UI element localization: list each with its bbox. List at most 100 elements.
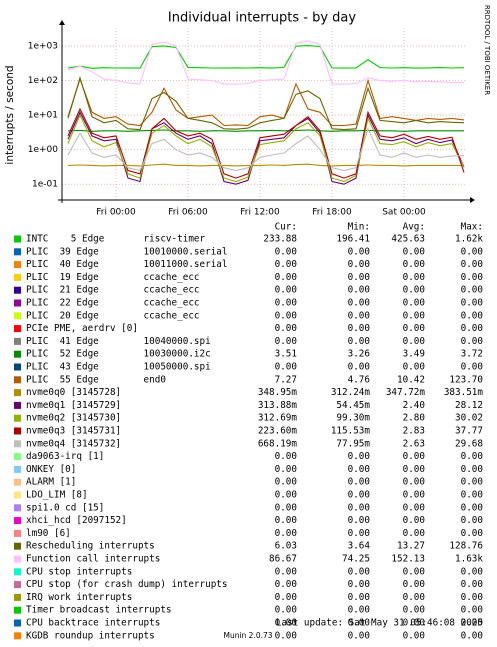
last-update: Last update: Sat May 31 05:46:08 2025 [276,618,483,629]
legend-swatch [14,312,21,320]
y-tick-label: 1e+01 [28,111,58,121]
legend-max: 0.00 [461,246,483,257]
legend-max: 0.00 [461,323,483,334]
legend-name: nvme0q3 [3145731] [26,426,121,437]
legend-swatch [14,619,21,627]
legend-max: 0.00 [461,310,483,321]
legend-name: CPU stop interrupts [26,566,132,577]
legend-avg: 425.63 [391,234,425,245]
legend-cur: 0.00 [275,272,297,283]
legend-swatch [14,363,21,371]
legend-max: 37.77 [455,426,483,437]
series-line [67,45,465,69]
y-tick-label: 1e+03 [28,41,58,51]
legend-cur: 668.19m [258,438,298,449]
legend-swatch [14,440,21,448]
legend-name: PLIC 43 Edge 10050000.spi [26,362,211,373]
legend-min: 0.00 [348,490,370,501]
legend-min: 0.00 [348,502,370,513]
legend-min: 0.00 [348,285,370,296]
legend-swatch [14,235,21,243]
legend-avg: 347.72m [386,387,426,398]
legend-avg: 13.27 [397,541,425,552]
legend-swatch [14,376,21,384]
legend-cur: 0.00 [275,336,297,347]
x-tick-label: Fri 12:00 [240,208,280,218]
legend-min: 196.41 [336,234,370,245]
legend-avg: 0.00 [403,490,425,501]
legend-cur: 0.00 [275,502,297,513]
legend-max: 0.00 [461,528,483,539]
legend-name: PLIC 21 Edge ccache_ecc [26,285,200,296]
legend-min: 312.24m [331,387,371,398]
legend-cur: 0.00 [275,579,297,590]
legend-min: 99.30m [336,413,370,424]
legend-swatch [14,248,21,256]
legend-name: ONKEY [0] [26,464,76,475]
legend-name: PLIC 41 Edge 10040000.spi [26,336,211,347]
legend-min: 3.64 [348,541,371,552]
legend-name: PLIC 40 Edge 10011000.serial [26,259,228,270]
legend-avg: 0.00 [403,515,425,526]
legend-avg: 0.00 [403,451,425,462]
legend-swatch [14,491,21,499]
legend-max: 0.00 [461,515,483,526]
legend-min: 0.00 [348,566,370,577]
legend-max: 0.00 [461,464,483,475]
legend-swatch [14,555,21,563]
legend-cur: 0.00 [275,630,297,641]
legend-cur: 86.67 [269,554,297,565]
legend-swatch [14,286,21,294]
series-line [67,107,465,179]
legend-max: 0.00 [461,605,483,616]
legend-min: 0.00 [348,477,370,488]
legend-avg: 0.00 [403,566,425,577]
legend-cur: 0.00 [275,451,297,462]
legend-min: 0.00 [348,592,370,603]
y-axis-label: interrupts / second [4,65,16,164]
legend-min: 54.45m [336,400,370,411]
legend-min: 0.00 [348,259,370,270]
legend-avg: 0.00 [403,579,425,590]
chart-title: Individual interrupts - by day [168,11,356,26]
legend-name: LDO_LIM [8] [26,490,88,501]
x-tick-label: Fri 06:00 [168,208,208,218]
legend-name: spi1.0 cd [15] [26,502,104,513]
legend-avg: 10.42 [397,374,425,385]
legend-min: 0.00 [348,605,370,616]
legend-name: PCIe PME, aerdrv [0] [26,323,138,334]
legend-cur: 0.00 [275,515,297,526]
series-line [67,77,465,127]
legend-avg: 0.00 [403,502,425,513]
legend-avg: 3.49 [403,349,425,360]
legend-cur: 348.95m [258,387,298,398]
legend-name: INTC 5 Edge riscv-timer [26,234,206,245]
legend-min: 3.26 [348,349,370,360]
legend-swatch [14,273,21,281]
series-line [67,127,465,172]
legend-swatch [14,517,21,525]
legend-avg: 0.00 [403,246,425,257]
legend-avg: 0.00 [403,464,425,475]
legend-max: 128.76 [449,541,483,552]
legend-min: 4.76 [348,374,370,385]
legend-avg: 0.00 [403,605,425,616]
legend-header: Cur: [275,222,297,233]
legend-max: 0.00 [461,285,483,296]
legend-max: 0.00 [461,592,483,603]
legend-name: PLIC 52 Edge 10030000.i2c [26,349,211,360]
legend-min: 0.00 [348,515,370,526]
legend-swatch [14,593,21,601]
legend-swatch [14,568,21,576]
legend-name: ALARM [1] [26,477,76,488]
x-tick-label: Fri 18:00 [312,208,352,218]
legend-name: PLIC 19 Edge ccache_ecc [26,272,200,283]
legend-header: Avg: [403,222,425,233]
legend-avg: 0.00 [403,592,425,603]
legend-swatch [14,401,21,409]
legend-min: 0.00 [348,272,370,283]
legend-avg: 0.00 [403,528,425,539]
legend-max: 29.68 [455,438,483,449]
legend-cur: 0.00 [275,477,297,488]
